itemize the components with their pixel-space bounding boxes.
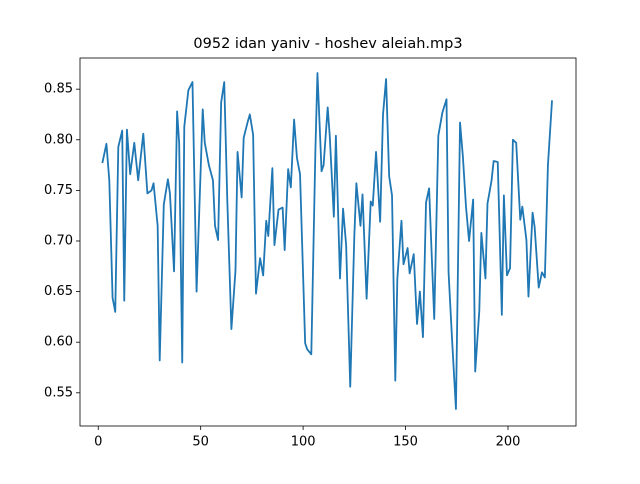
- y-tick-label: 0.55: [44, 385, 73, 400]
- y-tick-label: 0.60: [44, 335, 73, 350]
- x-tick-label: 100: [291, 435, 316, 450]
- y-tick-label: 0.65: [44, 284, 73, 299]
- data-line: [101, 72, 553, 410]
- x-tick-label: 150: [393, 435, 418, 450]
- plot-frame: [79, 57, 577, 427]
- x-tick-label: 0: [94, 435, 102, 450]
- y-tick-label: 0.75: [44, 183, 73, 198]
- x-tick-label: 200: [496, 435, 521, 450]
- chart-title: 0952 idan yaniv - hoshev aleiah.mp3: [193, 36, 462, 52]
- y-tick-label: 0.70: [44, 233, 73, 248]
- y-tick-label: 0.85: [44, 82, 73, 97]
- y-tick-label: 0.80: [44, 132, 73, 147]
- x-tick-label: 50: [192, 435, 209, 450]
